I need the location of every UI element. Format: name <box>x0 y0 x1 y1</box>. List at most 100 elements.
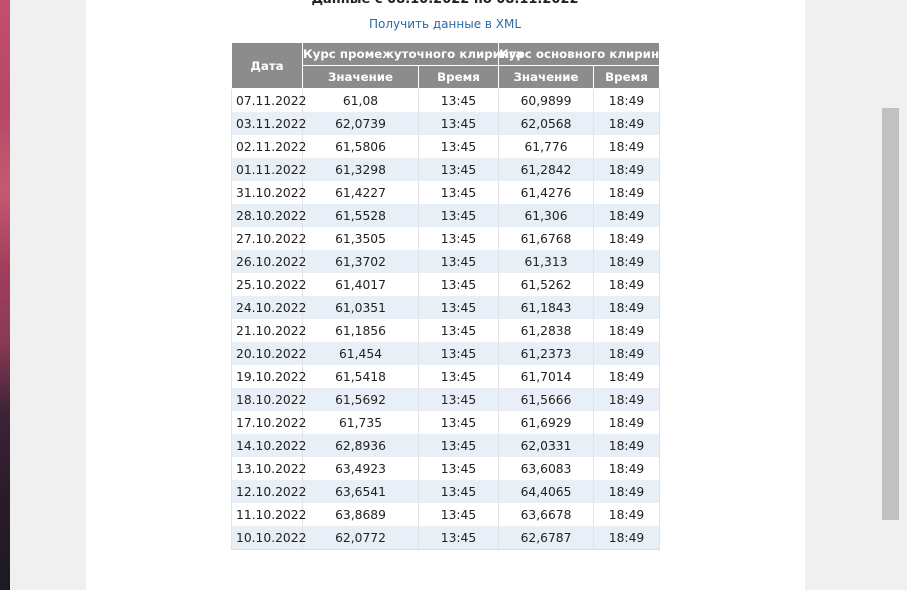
table-row: 03.11.2022 62,0739 13:45 62,0568 18:49 <box>232 112 660 135</box>
cell-intermediate-time: 13:45 <box>419 503 499 526</box>
table-row: 19.10.2022 61,5418 13:45 61,7014 18:49 <box>232 365 660 388</box>
cell-intermediate-value: 61,735 <box>303 411 419 434</box>
cell-main-time: 18:49 <box>594 342 660 365</box>
cell-main-value: 61,5262 <box>499 273 594 296</box>
cell-main-time: 18:49 <box>594 181 660 204</box>
cell-main-time: 18:49 <box>594 250 660 273</box>
cell-intermediate-time: 13:45 <box>419 342 499 365</box>
cell-main-time: 18:49 <box>594 365 660 388</box>
cell-main-value: 61,2842 <box>499 158 594 181</box>
cell-intermediate-value: 61,3298 <box>303 158 419 181</box>
table-row: 18.10.2022 61,5692 13:45 61,5666 18:49 <box>232 388 660 411</box>
table-row: 24.10.2022 61,0351 13:45 61,1843 18:49 <box>232 296 660 319</box>
table-row: 31.10.2022 61,4227 13:45 61,4276 18:49 <box>232 181 660 204</box>
header-date: Дата <box>232 43 303 89</box>
cell-intermediate-time: 13:45 <box>419 296 499 319</box>
cell-intermediate-time: 13:45 <box>419 388 499 411</box>
cell-date: 03.11.2022 <box>232 112 303 135</box>
cell-main-time: 18:49 <box>594 227 660 250</box>
table-row: 28.10.2022 61,5528 13:45 61,306 18:49 <box>232 204 660 227</box>
cell-main-value: 61,4276 <box>499 181 594 204</box>
cell-intermediate-time: 13:45 <box>419 135 499 158</box>
cell-date: 12.10.2022 <box>232 480 303 503</box>
cell-intermediate-time: 13:45 <box>419 250 499 273</box>
cell-intermediate-time: 13:45 <box>419 319 499 342</box>
table-row: 26.10.2022 61,3702 13:45 61,313 18:49 <box>232 250 660 273</box>
cell-main-value: 62,0331 <box>499 434 594 457</box>
cell-intermediate-value: 61,454 <box>303 342 419 365</box>
cell-intermediate-time: 13:45 <box>419 365 499 388</box>
table-row: 01.11.2022 61,3298 13:45 61,2842 18:49 <box>232 158 660 181</box>
cell-main-value: 63,6678 <box>499 503 594 526</box>
cell-date: 10.10.2022 <box>232 526 303 550</box>
cell-main-time: 18:49 <box>594 296 660 319</box>
cell-main-value: 61,1843 <box>499 296 594 319</box>
cell-intermediate-value: 61,4017 <box>303 273 419 296</box>
cell-intermediate-value: 62,8936 <box>303 434 419 457</box>
cell-date: 27.10.2022 <box>232 227 303 250</box>
cell-intermediate-value: 61,3702 <box>303 250 419 273</box>
cell-main-time: 18:49 <box>594 526 660 550</box>
cell-intermediate-value: 63,8689 <box>303 503 419 526</box>
cell-main-time: 18:49 <box>594 503 660 526</box>
cell-main-time: 18:49 <box>594 411 660 434</box>
table-row: 25.10.2022 61,4017 13:45 61,5262 18:49 <box>232 273 660 296</box>
cell-main-value: 61,313 <box>499 250 594 273</box>
cell-date: 18.10.2022 <box>232 388 303 411</box>
cell-intermediate-value: 61,5418 <box>303 365 419 388</box>
cell-main-time: 18:49 <box>594 204 660 227</box>
table-row: 13.10.2022 63,4923 13:45 63,6083 18:49 <box>232 457 660 480</box>
cell-intermediate-value: 61,4227 <box>303 181 419 204</box>
cell-date: 07.11.2022 <box>232 89 303 113</box>
table-row: 20.10.2022 61,454 13:45 61,2373 18:49 <box>232 342 660 365</box>
table-row: 07.11.2022 61,08 13:45 60,9899 18:49 <box>232 89 660 113</box>
cell-main-time: 18:49 <box>594 158 660 181</box>
header-main-value: Значение <box>499 66 594 89</box>
cell-date: 13.10.2022 <box>232 457 303 480</box>
cell-date: 20.10.2022 <box>232 342 303 365</box>
cell-date: 11.10.2022 <box>232 503 303 526</box>
cell-date: 28.10.2022 <box>232 204 303 227</box>
cell-intermediate-value: 62,0739 <box>303 112 419 135</box>
cell-main-time: 18:49 <box>594 89 660 113</box>
cell-main-value: 61,6768 <box>499 227 594 250</box>
get-xml-link[interactable]: Получить данные в XML <box>230 17 660 31</box>
cell-main-value: 61,776 <box>499 135 594 158</box>
cell-main-time: 18:49 <box>594 112 660 135</box>
cell-date: 19.10.2022 <box>232 365 303 388</box>
cell-main-time: 18:49 <box>594 273 660 296</box>
cell-main-value: 62,0568 <box>499 112 594 135</box>
cell-intermediate-time: 13:45 <box>419 112 499 135</box>
table-row: 27.10.2022 61,3505 13:45 61,6768 18:49 <box>232 227 660 250</box>
table-row: 10.10.2022 62,0772 13:45 62,6787 18:49 <box>232 526 660 550</box>
cell-main-time: 18:49 <box>594 388 660 411</box>
page-title: Данные с 08.10.2022 по 08.11.2022 <box>230 0 660 7</box>
cell-intermediate-time: 13:45 <box>419 204 499 227</box>
cell-intermediate-time: 13:45 <box>419 434 499 457</box>
cell-intermediate-time: 13:45 <box>419 89 499 113</box>
cell-date: 17.10.2022 <box>232 411 303 434</box>
table-row: 17.10.2022 61,735 13:45 61,6929 18:49 <box>232 411 660 434</box>
header-intermediate-time: Время <box>419 66 499 89</box>
cell-main-value: 61,5666 <box>499 388 594 411</box>
cell-main-time: 18:49 <box>594 457 660 480</box>
cell-main-value: 61,2373 <box>499 342 594 365</box>
cell-intermediate-time: 13:45 <box>419 273 499 296</box>
cell-intermediate-time: 13:45 <box>419 181 499 204</box>
cell-intermediate-time: 13:45 <box>419 158 499 181</box>
table-row: 14.10.2022 62,8936 13:45 62,0331 18:49 <box>232 434 660 457</box>
background-strip <box>0 0 10 590</box>
cell-main-value: 61,7014 <box>499 365 594 388</box>
cell-main-value: 61,2838 <box>499 319 594 342</box>
cell-main-time: 18:49 <box>594 480 660 503</box>
cell-intermediate-value: 61,0351 <box>303 296 419 319</box>
header-intermediate-value: Значение <box>303 66 419 89</box>
cell-intermediate-time: 13:45 <box>419 480 499 503</box>
header-main-clearing: Курс основного клиринга <box>499 43 660 66</box>
scrollbar-thumb[interactable] <box>882 108 899 520</box>
rates-table: Дата Курс промежуточного клиринга Курс о… <box>231 42 660 550</box>
cell-intermediate-value: 63,6541 <box>303 480 419 503</box>
cell-date: 24.10.2022 <box>232 296 303 319</box>
header-main-time: Время <box>594 66 660 89</box>
table-row: 12.10.2022 63,6541 13:45 64,4065 18:49 <box>232 480 660 503</box>
